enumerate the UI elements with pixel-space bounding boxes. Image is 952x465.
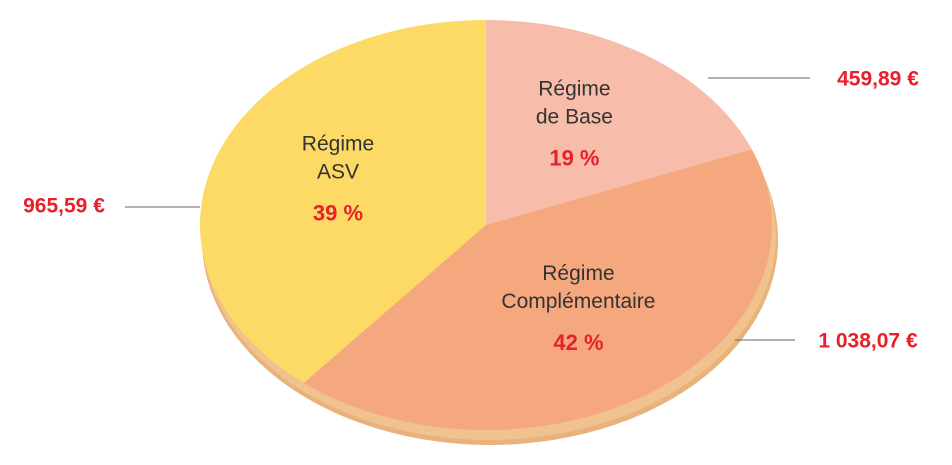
amount-label: 1 038,07 € [818,330,918,353]
slice-label: ASV [317,160,359,183]
amount-label: 965,59 € [23,195,105,218]
percent-label: 42 % [553,330,603,355]
slice-label: de Base [536,105,613,128]
slice-label: Complémentaire [501,290,655,313]
pie-slice [486,20,752,225]
percent-label: 39 % [313,201,363,226]
percent-label: 19 % [549,146,599,171]
amount-label: 459,89 € [837,68,919,91]
slice-label: Régime [302,132,374,155]
slice-label: Régime [538,77,610,100]
pie-slice [200,20,486,383]
pie-slice [303,149,772,430]
slice-label: Régime [542,262,614,285]
